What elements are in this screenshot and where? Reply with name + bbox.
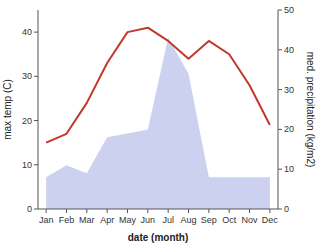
x-tick-label: Nov — [242, 215, 259, 225]
x-tick — [66, 209, 67, 213]
y2-tick — [278, 49, 282, 50]
x-tick — [249, 209, 250, 213]
x-tick-label: May — [119, 215, 137, 225]
y2-tick-label: 50 — [284, 5, 294, 15]
x-axis-line — [38, 209, 278, 210]
y-tick — [34, 120, 38, 121]
x-tick — [107, 209, 108, 213]
y-tick-label: 40 — [22, 27, 32, 37]
x-tick-label: Mar — [79, 215, 95, 225]
x-tick — [86, 209, 87, 213]
plot-area — [46, 28, 270, 209]
x-tick — [127, 209, 128, 213]
y-axis-label: max temp (C) — [2, 79, 13, 140]
y-axis-line — [38, 10, 39, 209]
y-tick — [34, 32, 38, 33]
x-tick — [46, 209, 47, 213]
y2-tick-label: 40 — [284, 45, 294, 55]
x-tick — [269, 209, 270, 213]
x-tick-label: Jul — [162, 215, 174, 225]
temperature-line — [46, 28, 270, 143]
y2-tick — [278, 89, 282, 90]
y2-tick — [278, 129, 282, 130]
x-tick-label: Jun — [141, 215, 156, 225]
y-tick — [34, 209, 38, 210]
y2-tick-label: 30 — [284, 85, 294, 95]
x-tick — [168, 209, 169, 213]
y-tick — [34, 164, 38, 165]
y2-tick — [278, 169, 282, 170]
x-tick-label: Apr — [100, 215, 114, 225]
x-tick-label: Dec — [262, 215, 279, 225]
y2-axis-line — [278, 10, 279, 209]
y-tick-label: 20 — [22, 116, 32, 126]
x-tick — [208, 209, 209, 213]
y-tick-label: 10 — [22, 160, 32, 170]
x-tick-label: Jan — [39, 215, 54, 225]
y2-tick — [278, 209, 282, 210]
x-tick-label: Feb — [59, 215, 75, 225]
y2-axis-label: med. precipitation (kg/m2) — [305, 52, 316, 168]
y-tick — [34, 76, 38, 77]
x-tick-label: Oct — [222, 215, 237, 225]
x-tick — [147, 209, 148, 213]
chart-container: 0 10 20 30 40 0 10 20 30 40 50 Jan Feb Mar Apr May Jun Ju… — [0, 0, 318, 247]
x-tick-label: Aug — [181, 215, 197, 225]
x-tick-label: Sep — [201, 215, 217, 225]
x-axis-label: date (month) — [128, 232, 189, 243]
y2-tick-label: 20 — [284, 124, 294, 134]
y2-tick-label: 0 — [284, 204, 289, 214]
y2-tick — [278, 10, 282, 11]
x-tick — [188, 209, 189, 213]
y-tick-label: 0 — [27, 204, 32, 214]
x-tick — [229, 209, 230, 213]
chart: 0 10 20 30 40 0 10 20 30 40 50 Jan Feb Mar Apr May Jun Ju… — [0, 0, 318, 247]
y-tick-label: 30 — [22, 71, 32, 81]
y2-tick-label: 10 — [284, 164, 294, 174]
